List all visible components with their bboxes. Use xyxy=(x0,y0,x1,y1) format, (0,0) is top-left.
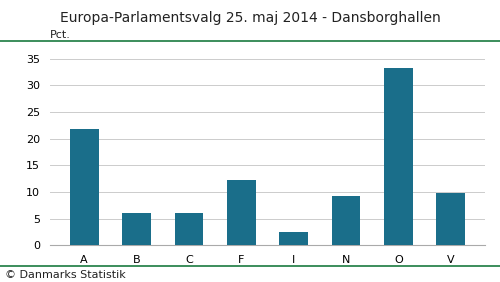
Bar xyxy=(174,213,204,245)
Bar xyxy=(280,232,308,245)
Bar xyxy=(227,180,256,245)
Text: © Danmarks Statistik: © Danmarks Statistik xyxy=(5,270,126,280)
Bar xyxy=(70,129,98,245)
Text: Pct.: Pct. xyxy=(50,30,71,40)
Bar xyxy=(332,196,360,245)
Bar xyxy=(122,213,151,245)
Bar xyxy=(384,68,413,245)
Bar xyxy=(436,193,465,245)
Text: Europa-Parlamentsvalg 25. maj 2014 - Dansborghallen: Europa-Parlamentsvalg 25. maj 2014 - Dan… xyxy=(60,11,440,25)
